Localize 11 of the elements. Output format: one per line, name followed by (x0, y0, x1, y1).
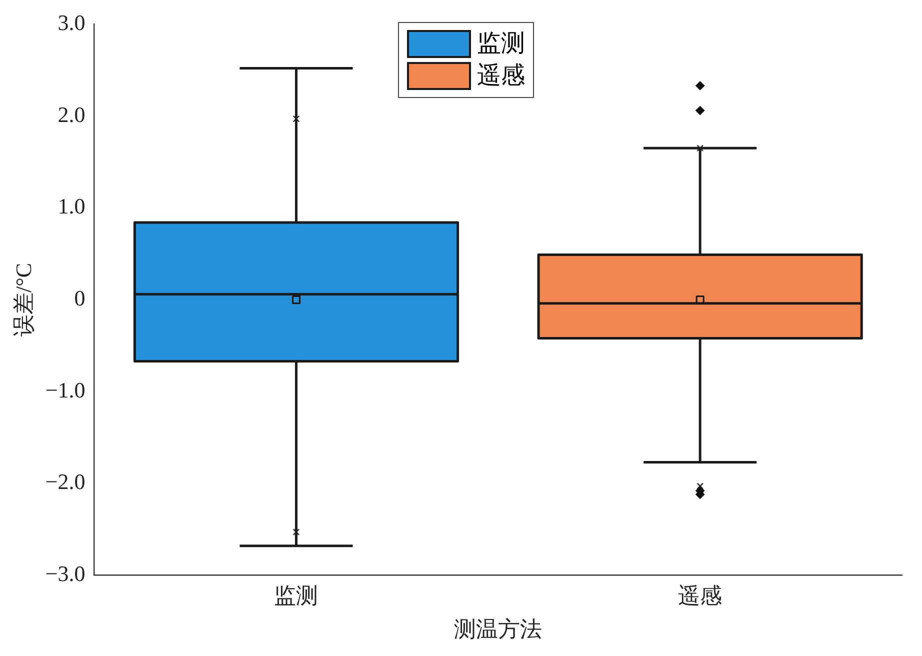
y-axis-title: 误差/°C (10, 262, 36, 336)
y-tick-label: −3.0 (45, 560, 86, 586)
y-tick-label: 1.0 (58, 194, 86, 219)
legend-label: 监测 (477, 30, 525, 59)
x-axis-title: 测温方法 (454, 616, 542, 642)
y-tick-label: 3.0 (58, 10, 86, 35)
y-tick-label: −1.0 (45, 377, 86, 402)
y-tick-label: 2.0 (58, 102, 86, 127)
legend-label: 遥感 (477, 62, 525, 91)
y-tick-label: −2.0 (45, 469, 86, 494)
y-tick-label: 0 (74, 285, 86, 310)
